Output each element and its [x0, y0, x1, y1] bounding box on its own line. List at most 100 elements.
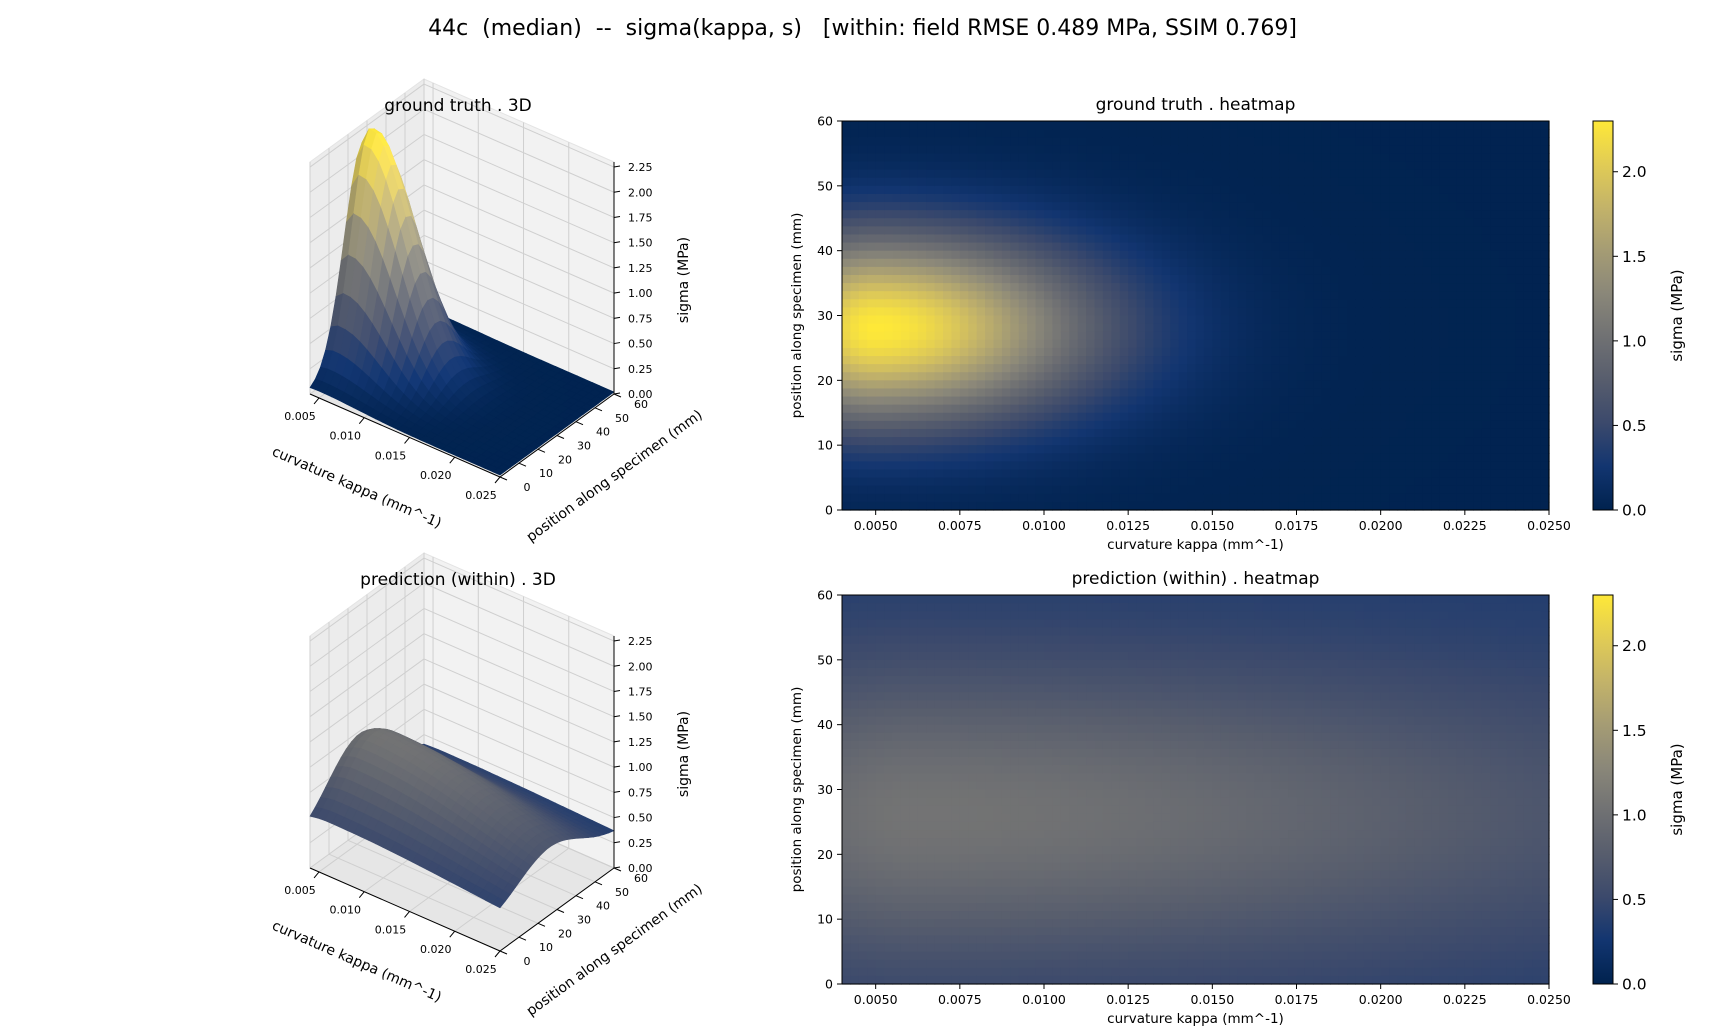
heatmap-cell [1405, 356, 1415, 365]
heatmap-cell [1422, 412, 1432, 422]
heatmap-cell [985, 193, 995, 203]
heatmap-cell [1448, 477, 1458, 487]
heatmap-cell [884, 145, 894, 155]
heatmap-cell [959, 258, 969, 268]
heatmap-cell [1490, 177, 1500, 187]
heatmap-cell [1145, 339, 1155, 349]
heatmap-cell [1010, 185, 1020, 195]
heatmap-cell [1102, 437, 1112, 446]
heatmap-cell [1490, 185, 1500, 195]
heatmap-cell [1439, 420, 1449, 430]
heatmap-cell [867, 339, 877, 349]
heatmap-cell [976, 307, 986, 317]
heatmap-cell [1296, 331, 1306, 341]
heatmap-cell [1515, 469, 1525, 479]
heatmap-cell [1271, 266, 1281, 276]
heatmap-cell [1153, 396, 1163, 406]
heatmap-cell [1145, 129, 1155, 138]
heatmap-cell [1380, 283, 1390, 292]
heatmap-cell [842, 428, 852, 438]
heatmap-cell [1119, 331, 1129, 341]
heatmap-cell [1254, 299, 1264, 308]
heatmap-cell [1187, 307, 1197, 317]
heatmap-cell [900, 161, 910, 171]
heatmap-cell [1372, 412, 1382, 422]
heatmap-cell [875, 242, 885, 252]
heatmap-cell [1338, 501, 1348, 511]
heatmap-cell [1077, 380, 1087, 390]
heatmap-cell [1077, 274, 1087, 284]
heatmap-cell [1439, 396, 1449, 406]
heatmap-cell [985, 404, 995, 414]
heatmap-cell [875, 453, 885, 462]
heatmap-cell [917, 477, 927, 487]
heatmap-cell [1540, 307, 1550, 317]
heatmap-cell [884, 299, 894, 308]
heatmap-cell [909, 266, 919, 276]
heatmap-cell [1044, 364, 1054, 373]
heatmap-cell [985, 153, 995, 163]
heatmap-cell [1288, 356, 1298, 365]
heatmap-cell [1027, 364, 1037, 373]
heatmap-cell [1490, 493, 1500, 503]
heatmap-cell [1422, 356, 1432, 365]
heatmap-cell [1094, 461, 1104, 471]
heatmap-cell [926, 485, 936, 495]
heatmap-cell [1229, 420, 1239, 430]
heatmap-cell [1203, 356, 1213, 365]
heatmap-cell [1473, 477, 1483, 487]
heatmap-cell [926, 420, 936, 430]
heatmap-cell [1515, 226, 1525, 236]
heatmap-cell [1060, 323, 1070, 333]
heatmap-cell [1052, 380, 1062, 390]
heatmap-cell [1136, 177, 1146, 187]
heatmap-cell [934, 218, 944, 227]
heatmap-cell [1439, 437, 1449, 446]
heatmap-cell [1330, 258, 1340, 268]
heatmap-cell [1077, 161, 1087, 171]
heatmap-cell [1086, 485, 1096, 495]
heatmap-cell [1422, 485, 1432, 495]
heatmap-cell [1279, 453, 1289, 462]
heatmap-cell [1262, 372, 1272, 381]
heatmap-cell [1161, 428, 1171, 438]
heatmap-cell [1473, 121, 1483, 130]
heatmap-cell [1347, 331, 1357, 341]
heatmap-cell [1296, 404, 1306, 414]
heatmap-cell [985, 299, 995, 308]
heatmap-cell [976, 396, 986, 406]
heatmap-cell [1304, 323, 1314, 333]
heatmap-cell [1145, 469, 1155, 479]
heatmap-cell [1001, 356, 1011, 365]
heatmap-cell [976, 477, 986, 487]
heatmap-cell [943, 493, 953, 503]
grid-line [309, 683, 425, 768]
heatmap-cell [1363, 315, 1373, 325]
heatmap-cell [1355, 323, 1365, 333]
heatmap-cell [1195, 437, 1205, 446]
heatmap-cell [1456, 129, 1466, 138]
heatmap-cell [1296, 161, 1306, 171]
heatmap-cell [1515, 185, 1525, 195]
heatmap-cell [1456, 461, 1466, 471]
heatmap-cell [1515, 477, 1525, 487]
heatmap-cell [943, 469, 953, 479]
heatmap-cell [1086, 380, 1096, 390]
heatmap-cell [1077, 493, 1087, 503]
heatmap-cell [1203, 258, 1213, 268]
heatmap-cell [1481, 202, 1491, 211]
heatmap-cell [934, 420, 944, 430]
heatmap-cell [1086, 461, 1096, 471]
heatmap-cell [1128, 388, 1138, 398]
heatmap-cell [1473, 356, 1483, 365]
heatmap-cell [1473, 453, 1483, 462]
heatmap-cell [1060, 145, 1070, 155]
heatmap-cell [1279, 274, 1289, 284]
heatmap-cell [1069, 356, 1079, 365]
heatmap-cell [858, 210, 868, 219]
heatmap-cell [1439, 234, 1449, 244]
grid-line [423, 108, 615, 193]
heatmap-cell [1027, 202, 1037, 211]
heatmap-cell [1532, 461, 1542, 471]
heatmap-cell [1431, 437, 1441, 446]
